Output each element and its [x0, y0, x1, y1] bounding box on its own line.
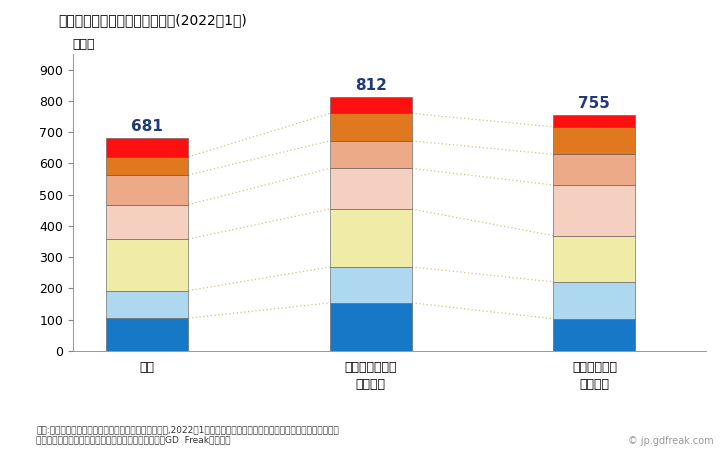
- Bar: [330, 141, 412, 168]
- Bar: [553, 185, 636, 236]
- Bar: [330, 113, 412, 141]
- Bar: [330, 97, 412, 113]
- Text: 別海町の要介護（要支援）者数(2022年1月): 別海町の要介護（要支援）者数(2022年1月): [58, 14, 247, 27]
- Text: 出所:実績値は「介護事業状況報告月報」（厚生労働省,2022年1月）。推計値は「全国又は都道府県の男女・年齢階層別
要介護度別平均認定率を当域内人口構成に当ては: 出所:実績値は「介護事業状況報告月報」（厚生労働省,2022年1月）。推計値は「…: [36, 425, 339, 445]
- Bar: [106, 318, 189, 351]
- Bar: [106, 138, 189, 157]
- Bar: [106, 291, 189, 318]
- Bar: [553, 154, 636, 185]
- Bar: [553, 282, 636, 319]
- Bar: [330, 267, 412, 303]
- Text: 755: 755: [579, 96, 610, 111]
- Bar: [553, 319, 636, 351]
- Bar: [106, 175, 189, 205]
- Bar: [553, 127, 636, 154]
- Bar: [106, 157, 189, 175]
- Bar: [106, 205, 189, 239]
- Bar: [330, 209, 412, 267]
- Text: ［人］: ［人］: [73, 38, 95, 51]
- Text: 812: 812: [355, 78, 387, 94]
- Text: 681: 681: [131, 119, 163, 135]
- Bar: [106, 239, 189, 291]
- Bar: [330, 303, 412, 351]
- Bar: [330, 168, 412, 209]
- Bar: [553, 115, 636, 127]
- Text: © jp.gdfreak.com: © jp.gdfreak.com: [628, 436, 713, 446]
- Bar: [553, 236, 636, 282]
